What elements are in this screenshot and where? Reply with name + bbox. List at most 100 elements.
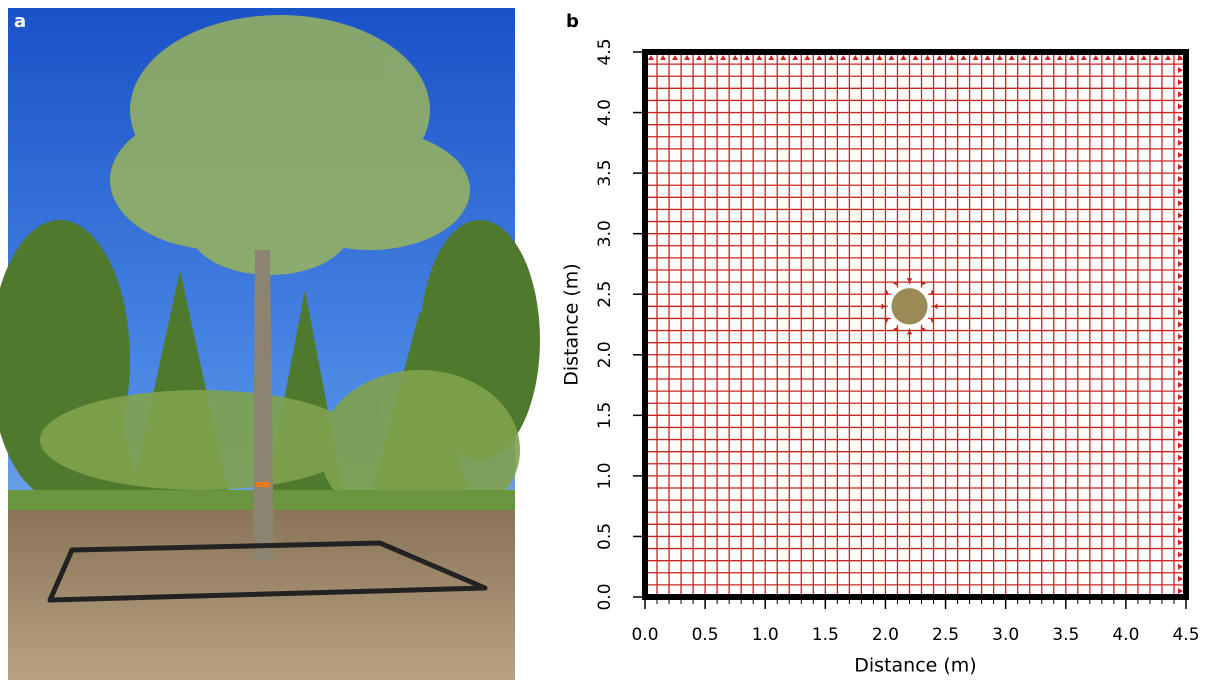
arrow bbox=[708, 55, 715, 60]
arrow bbox=[1178, 212, 1183, 219]
arrow bbox=[1178, 309, 1183, 316]
arrow bbox=[756, 55, 763, 60]
arrow bbox=[930, 317, 936, 323]
arrow bbox=[1178, 176, 1183, 183]
arrow bbox=[1164, 55, 1171, 60]
y-tick-label: 2.0 bbox=[595, 341, 615, 368]
arrow bbox=[1178, 285, 1183, 292]
arrow bbox=[1178, 67, 1183, 74]
arrow bbox=[792, 55, 799, 60]
arrow bbox=[1178, 248, 1183, 255]
arrow bbox=[1178, 503, 1183, 510]
arrow bbox=[1104, 55, 1111, 60]
arrow bbox=[1178, 236, 1183, 243]
arrow bbox=[1178, 164, 1183, 171]
arrow bbox=[1178, 127, 1183, 134]
y-tick-label: 3.0 bbox=[595, 220, 615, 247]
arrow bbox=[1178, 188, 1183, 195]
arrow bbox=[948, 55, 955, 60]
arrow bbox=[876, 55, 883, 60]
arrow bbox=[648, 55, 655, 60]
arrow bbox=[1178, 575, 1183, 582]
arrow bbox=[1020, 55, 1027, 60]
y-tick-label: 4.0 bbox=[595, 99, 615, 126]
arrow bbox=[840, 55, 847, 60]
arrow bbox=[1178, 454, 1183, 461]
arrow bbox=[996, 55, 1003, 60]
x-tick-label: 0.5 bbox=[692, 625, 719, 645]
arrow bbox=[900, 55, 907, 60]
arrow bbox=[1032, 55, 1039, 60]
arrow bbox=[1178, 333, 1183, 340]
arrow bbox=[1178, 418, 1183, 425]
arrow bbox=[816, 55, 823, 60]
arrow bbox=[1178, 297, 1183, 304]
arrow bbox=[972, 55, 979, 60]
x-tick-label: 0.0 bbox=[631, 625, 658, 645]
y-axis-label: Distance (m) bbox=[561, 263, 583, 385]
arrow bbox=[933, 303, 938, 310]
x-tick-label: 2.0 bbox=[872, 625, 899, 645]
arrow bbox=[1178, 103, 1183, 110]
y-tick-label: 2.5 bbox=[595, 281, 615, 308]
x-tick-label: 4.0 bbox=[1112, 625, 1139, 645]
x-tick-label: 1.5 bbox=[812, 625, 839, 645]
arrow bbox=[984, 55, 991, 60]
tree bbox=[891, 288, 928, 325]
arrow bbox=[1178, 224, 1183, 231]
arrow bbox=[1068, 55, 1075, 60]
arrow bbox=[1178, 563, 1183, 570]
arrow bbox=[1128, 55, 1135, 60]
arrow bbox=[1178, 551, 1183, 558]
arrow bbox=[1178, 527, 1183, 534]
arrow bbox=[1178, 406, 1183, 413]
x-tick-label: 3.5 bbox=[1052, 625, 1079, 645]
arrow bbox=[920, 280, 927, 286]
arrow bbox=[732, 55, 739, 60]
arrow bbox=[672, 55, 679, 60]
arrow bbox=[1178, 273, 1183, 280]
arrow bbox=[828, 55, 835, 60]
x-tick-label: 1.0 bbox=[752, 625, 779, 645]
y-tick-label: 1.0 bbox=[595, 462, 615, 489]
arrow bbox=[1044, 55, 1051, 60]
arrow bbox=[864, 55, 871, 60]
arrow bbox=[906, 278, 913, 283]
arrow bbox=[780, 55, 787, 60]
arrow bbox=[930, 289, 936, 295]
arrow bbox=[1178, 394, 1183, 401]
arrow bbox=[1080, 55, 1087, 60]
x-tick-label: 4.5 bbox=[1172, 625, 1199, 645]
arrow bbox=[696, 55, 703, 60]
arrow bbox=[1152, 55, 1159, 60]
arrow bbox=[912, 55, 919, 60]
arrow bbox=[1140, 55, 1147, 60]
arrow bbox=[892, 280, 899, 286]
arrow bbox=[1178, 382, 1183, 389]
arrow bbox=[1178, 321, 1183, 328]
arrow bbox=[1178, 369, 1183, 376]
arrow bbox=[1178, 478, 1183, 485]
y-tick-label: 4.5 bbox=[595, 38, 615, 65]
arrow bbox=[1178, 91, 1183, 98]
x-axis-label: Distance (m) bbox=[854, 655, 976, 677]
arrow bbox=[883, 289, 889, 295]
arrow bbox=[883, 317, 889, 323]
arrow bbox=[660, 55, 667, 60]
y-tick-label: 0.0 bbox=[595, 583, 615, 610]
arrow bbox=[906, 330, 913, 335]
arrow bbox=[924, 55, 931, 60]
plot-frame bbox=[642, 49, 1189, 600]
x-tick-label: 3.0 bbox=[992, 625, 1019, 645]
arrow bbox=[936, 55, 943, 60]
y-tick-label: 0.5 bbox=[595, 523, 615, 550]
y-tick-label: 1.5 bbox=[595, 402, 615, 429]
arrow bbox=[881, 303, 886, 310]
x-tick-label: 2.5 bbox=[932, 625, 959, 645]
panel-label: b bbox=[566, 11, 579, 32]
arrow bbox=[1178, 442, 1183, 449]
arrow bbox=[1178, 466, 1183, 473]
arrow bbox=[1178, 345, 1183, 352]
arrow bbox=[1178, 515, 1183, 522]
